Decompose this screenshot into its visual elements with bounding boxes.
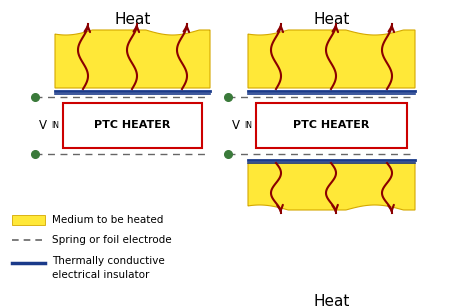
Text: IN: IN (244, 122, 252, 130)
Text: Thermally conductive
electrical insulator: Thermally conductive electrical insulato… (52, 256, 165, 280)
Text: Heat: Heat (313, 12, 350, 27)
Text: Medium to be heated: Medium to be heated (52, 215, 163, 225)
Polygon shape (248, 30, 415, 88)
Text: V: V (232, 119, 240, 132)
Bar (12, 215, 45, 225)
Text: PTC HEATER: PTC HEATER (293, 121, 370, 130)
Text: Spring or foil electrode: Spring or foil electrode (52, 235, 171, 245)
Text: PTC HEATER: PTC HEATER (94, 121, 171, 130)
Bar (256, 103, 407, 148)
Text: Heat: Heat (313, 294, 350, 307)
Text: Heat: Heat (114, 12, 151, 27)
Text: IN: IN (51, 122, 59, 130)
Polygon shape (248, 163, 415, 210)
Bar (63, 103, 202, 148)
Text: V: V (39, 119, 47, 132)
Polygon shape (55, 30, 210, 88)
